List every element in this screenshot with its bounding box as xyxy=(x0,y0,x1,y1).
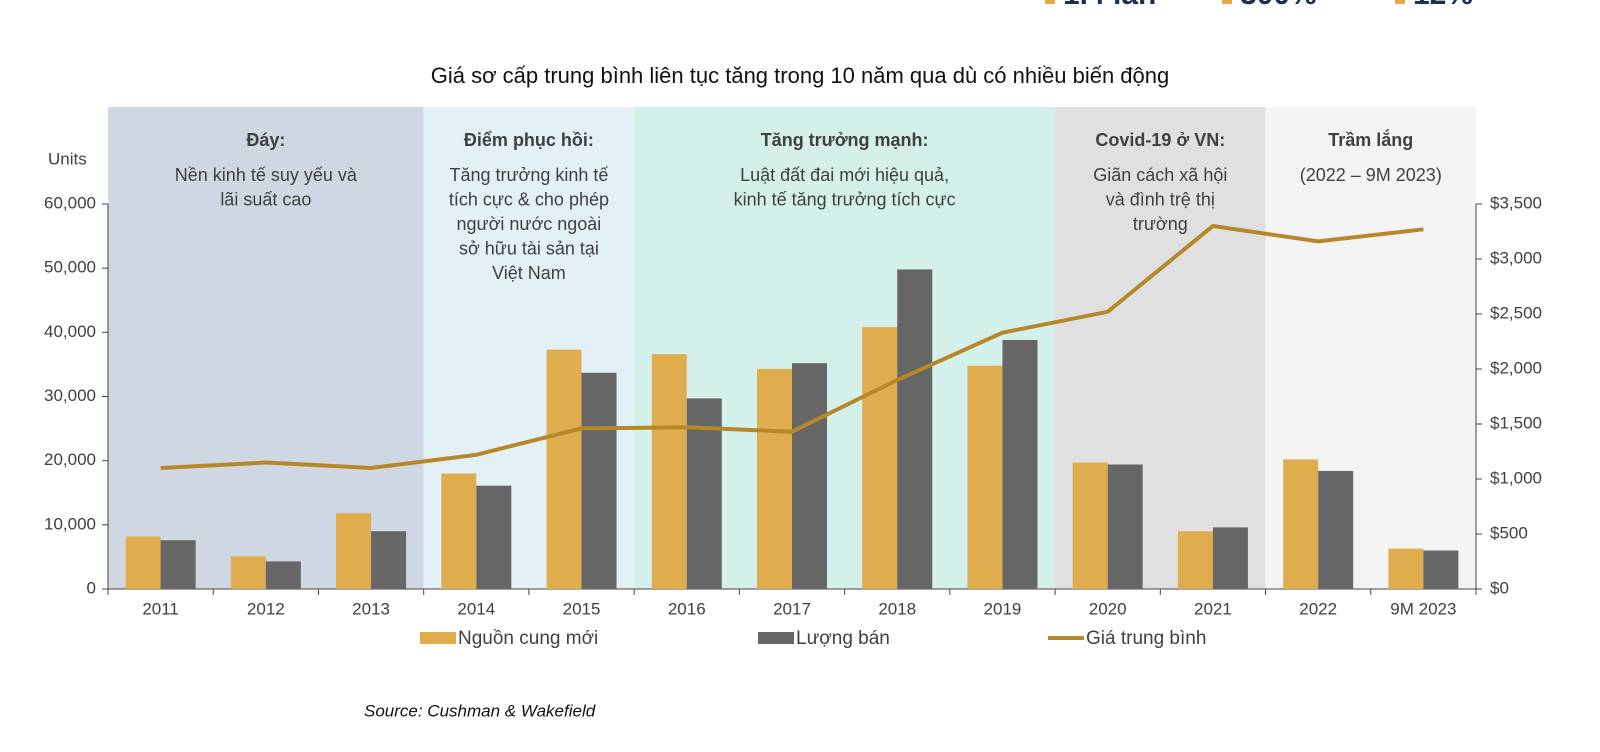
bar xyxy=(1072,462,1108,589)
legend-label: Lượng bán xyxy=(796,628,890,649)
legend-label: Nguồn cung mới xyxy=(458,628,598,649)
region-text: sở hữu tài sản tại xyxy=(459,238,599,258)
bar xyxy=(125,536,161,589)
bar xyxy=(230,556,266,589)
highlight-marker xyxy=(1222,0,1232,4)
region-title: Đáy: xyxy=(246,130,285,150)
x-tick-label: 2013 xyxy=(352,599,390,618)
y-axis-title: Units xyxy=(48,149,87,168)
x-tick-label: 2011 xyxy=(142,599,179,618)
y-tick-label: 50,000 xyxy=(44,258,96,277)
y2-tick-label: $3,500 xyxy=(1490,193,1542,212)
bar xyxy=(1177,531,1213,589)
region xyxy=(108,107,424,589)
region-text: Giãn cách xã hội xyxy=(1093,165,1227,185)
y2-tick-label: $1,500 xyxy=(1490,413,1542,432)
highlight: 12% xyxy=(1413,0,1473,11)
bar xyxy=(265,561,301,589)
x-tick-label: 2020 xyxy=(1089,599,1127,618)
region-text: người nước ngoài xyxy=(457,214,602,234)
x-tick-label: 2022 xyxy=(1299,599,1337,618)
region-text: lãi suất cao xyxy=(220,189,311,209)
x-tick-label: 2018 xyxy=(878,599,916,618)
bar xyxy=(546,349,582,589)
region-text: tích cực & cho phép xyxy=(449,189,609,209)
bar xyxy=(581,372,617,589)
bar xyxy=(441,473,477,589)
highlight-marker xyxy=(1045,0,1055,4)
y2-tick-label: $3,000 xyxy=(1490,248,1542,267)
region-text: (2022 – 9M 2023) xyxy=(1300,165,1442,185)
y-tick-label: 60,000 xyxy=(44,193,96,212)
region-text: và đình trệ thị xyxy=(1106,189,1215,209)
highlight: 1.4 lần xyxy=(1063,0,1156,11)
y-tick-label: 30,000 xyxy=(44,386,96,405)
bar xyxy=(1212,527,1248,589)
line xyxy=(160,223,1424,471)
x-tick-label: 2021 xyxy=(1194,599,1232,618)
bar xyxy=(1002,340,1038,589)
bar xyxy=(476,485,512,589)
legend-label: Giá trung bình xyxy=(1086,628,1206,649)
bar xyxy=(1107,464,1143,589)
x-tick-label: 2019 xyxy=(984,599,1022,618)
region-text: Luật đất đai mới hiệu quả, xyxy=(740,165,949,185)
bar xyxy=(967,365,1003,589)
bar xyxy=(862,327,898,589)
x-tick-label: 2017 xyxy=(773,599,811,618)
bar xyxy=(1423,550,1459,589)
legend-swatch xyxy=(420,632,456,644)
chart-title: Giá sơ cấp trung bình liên tục tăng tron… xyxy=(431,63,1170,88)
x-tick-label: 2014 xyxy=(457,599,495,618)
region-text: Tăng trưởng kinh tế xyxy=(449,165,608,185)
y-tick-label: 40,000 xyxy=(44,322,96,341)
highlight-marker xyxy=(1395,0,1405,4)
bar xyxy=(1318,470,1354,589)
x-tick-label: 9M 2023 xyxy=(1390,599,1456,618)
y2-tick-label: $500 xyxy=(1490,523,1528,542)
y2-tick-label: $1,000 xyxy=(1490,468,1542,487)
legend-swatch xyxy=(758,632,794,644)
y-tick-label: 10,000 xyxy=(44,514,96,533)
bar xyxy=(897,269,933,589)
bar xyxy=(1388,548,1424,589)
bar xyxy=(757,368,792,589)
bar xyxy=(1283,459,1319,589)
y2-tick-label: $2,000 xyxy=(1490,358,1542,377)
bar xyxy=(651,354,687,589)
y2-tick-label: $2,500 xyxy=(1490,303,1542,322)
region-text: trường xyxy=(1133,214,1188,234)
bar xyxy=(160,540,196,589)
region-text: Nền kinh tế suy yếu và xyxy=(175,165,358,185)
y-tick-label: 20,000 xyxy=(44,450,96,469)
region-text: kinh tế tăng trưởng tích cực xyxy=(734,189,956,209)
y2-tick-label: $0 xyxy=(1490,578,1509,597)
x-tick-label: 2015 xyxy=(563,599,601,618)
bar xyxy=(792,363,827,589)
region-title: Tăng trưởng mạnh: xyxy=(761,130,929,150)
highlight: 300% xyxy=(1240,0,1317,11)
region-title: Trầm lắng xyxy=(1328,129,1413,150)
region-title: Covid-19 ở VN: xyxy=(1095,130,1225,150)
bar xyxy=(371,531,407,589)
x-tick-label: 2016 xyxy=(668,599,706,618)
source: Source: Cushman & Wakefield xyxy=(364,701,596,720)
bar xyxy=(336,513,372,589)
region-text: Việt Nam xyxy=(492,263,566,283)
y-tick-label: 0 xyxy=(87,578,96,597)
x-tick-label: 2012 xyxy=(247,599,285,618)
region-title: Điểm phục hồi: xyxy=(464,130,594,150)
